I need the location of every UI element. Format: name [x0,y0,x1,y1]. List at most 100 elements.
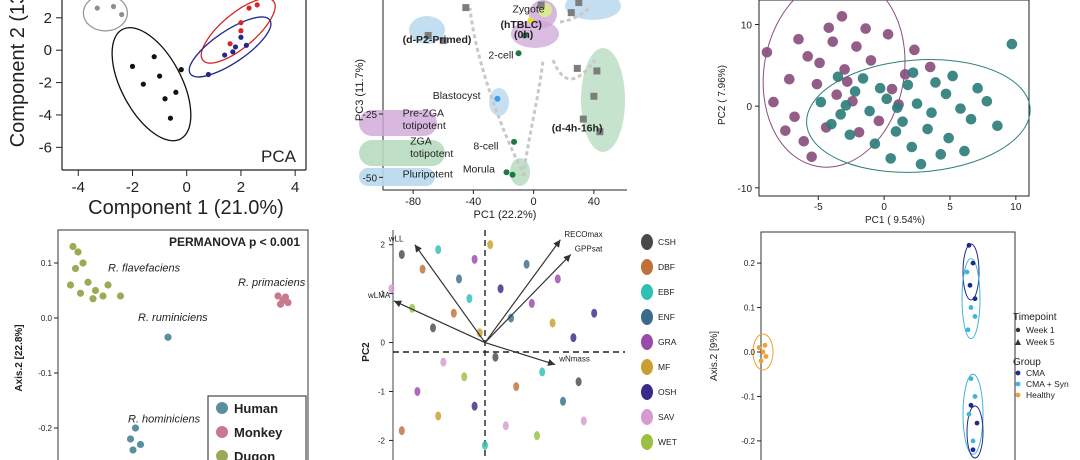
data-point [865,55,877,66]
data-point [924,61,936,73]
legend-label: CSH [658,237,676,247]
vector-label: GPPsat [575,244,603,253]
blob-htblc [511,20,559,48]
legend-label: EBF [658,287,675,297]
data-point [826,118,837,130]
site-point [560,396,566,406]
data-point [230,49,236,55]
data-point [972,82,983,94]
data-point [885,153,897,164]
legend-swatch [1015,392,1021,398]
data-point [238,28,244,34]
data-point [922,123,933,135]
sample-point [967,282,973,288]
sample-square [573,64,581,72]
data-point [815,96,827,108]
stage-label: totipotent [410,148,453,160]
ellipse-healthy [752,333,774,371]
data-point [129,63,136,69]
pc-scatter-panel: -5 0 5 10 10 0 -10 PC1 ( 9.54%) PC2 ( 7.96%) [705,0,1080,228]
stage-label: (d-4h-16h) [552,123,603,135]
data-point [882,29,894,40]
data-point [768,96,779,108]
sample-point [974,420,980,426]
legend-label: ENF [658,312,675,322]
biplot-panel: wLL wLMA RECOmax GPPsat wNmass 2 1 0 -1 -2 CSH DB… [355,228,685,460]
permanova-panel: 0.1 0.0 -0.1 -0.2 R. flavefaciens R. primaci… [0,228,340,460]
site-point [471,254,478,264]
data-point [798,135,810,147]
ellipse-syn-w5 [962,373,984,455]
stage-dot [511,138,518,145]
axis2-ylabel: Axis.2 [9%] [709,331,720,381]
ellipse-black [111,27,192,142]
y-tick-label: 2 [381,241,386,250]
sample-point [972,314,978,319]
data-point [222,52,228,58]
site-point [513,382,520,392]
stage-label: Blastocyst [433,90,481,102]
data-point [802,51,814,62]
data-point [890,126,902,137]
sample-point [66,281,75,289]
species-label: R. flavefaciens [108,262,181,274]
sample-point [136,440,145,449]
site-point [539,367,546,377]
data-point [992,120,1003,132]
legend-swatch [1015,381,1021,387]
site-point [482,440,488,450]
loading-vector [484,341,556,366]
stage-label: totipotent [403,120,446,132]
legend-swatch [641,284,653,300]
legend-swatch [641,384,653,400]
box-pluripotent [359,168,435,186]
blob-primed [409,16,445,44]
ellipse-cma-w1 [962,243,980,301]
data-point [943,132,954,144]
sample-point [968,305,974,310]
sample-square [590,92,598,100]
sample-point [76,289,85,297]
data-point [94,5,100,11]
arrow-path-3 [551,59,597,81]
pca-title: PCA [261,147,297,166]
species-label: R. hominiciens [128,414,201,426]
sample-point [126,435,135,443]
sample-point [104,281,112,289]
data-point [857,73,869,84]
data-point [965,113,977,125]
pc-ylabel: PC2 ( 7.96%) [717,65,728,125]
pc-scatter-chart: -5 0 5 10 10 0 -10 PC1 ( 9.54%) PC2 ( 7.96%) [717,0,1031,226]
site-point [398,249,405,259]
data-point [840,100,852,111]
data-point [178,67,184,73]
legend-swatch [641,259,653,275]
site-point [450,308,457,318]
x-tick-label: 40 [588,196,600,208]
loading-vector [484,254,572,343]
legend-swatch [216,402,228,414]
y-tick-label: 2 [44,10,52,27]
ellipse-navy [188,16,272,78]
vector-label: wLMA [367,291,391,300]
species-label: R. primaciens [238,277,306,289]
y-tick-label: -0.1 [38,369,52,378]
y-tick-label: 0 [44,42,52,59]
legend-label: WET [658,437,677,447]
sample-point [972,394,978,399]
data-point [959,145,970,157]
y-tick-label: -4 [39,107,52,124]
y-tick-label: 0.0 [744,348,756,357]
data-point [907,67,919,78]
x-tick-label: 2 [237,179,245,196]
data-point [227,41,233,47]
sample-point [964,269,970,275]
sample-square [462,4,470,12]
site-point [528,298,535,308]
site-point [440,357,447,367]
stage-dot [527,17,534,24]
pca-ylabel: Component 2 (13 [7,0,29,147]
sample-square [567,9,575,17]
data-point [911,98,923,110]
y-tick-label: -0.2 [741,437,755,446]
